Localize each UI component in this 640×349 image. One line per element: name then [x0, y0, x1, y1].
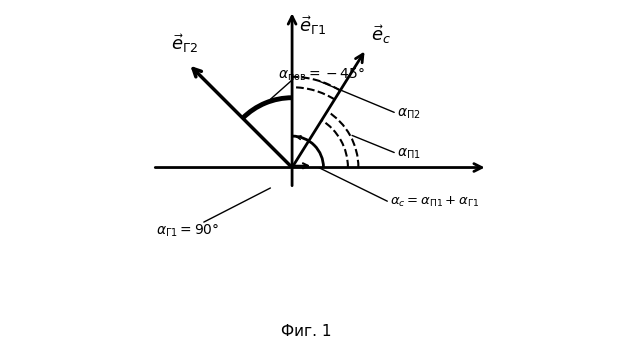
Text: $\alpha_{\Pi2}$: $\alpha_{\Pi2}$ [397, 106, 420, 121]
Text: $\alpha_{\Pi1}$: $\alpha_{\Pi1}$ [397, 146, 420, 161]
Text: $\alpha_c = \alpha_{\Pi1} + \alpha_{\Gamma1}$: $\alpha_c = \alpha_{\Pi1} + \alpha_{\Gam… [390, 195, 479, 209]
Text: $\vec{e}_{\Gamma2}$: $\vec{e}_{\Gamma2}$ [172, 32, 198, 55]
Text: $\alpha_{\text{пов}} = -45°$: $\alpha_{\text{пов}} = -45°$ [278, 67, 365, 83]
Text: Фиг. 1: Фиг. 1 [281, 324, 332, 339]
Text: $\alpha_{\Gamma1} = 90°$: $\alpha_{\Gamma1} = 90°$ [156, 222, 220, 238]
Text: $\vec{e}_{c}$: $\vec{e}_{c}$ [371, 23, 391, 46]
Text: $\vec{e}_{\Gamma1}$: $\vec{e}_{\Gamma1}$ [299, 14, 326, 37]
